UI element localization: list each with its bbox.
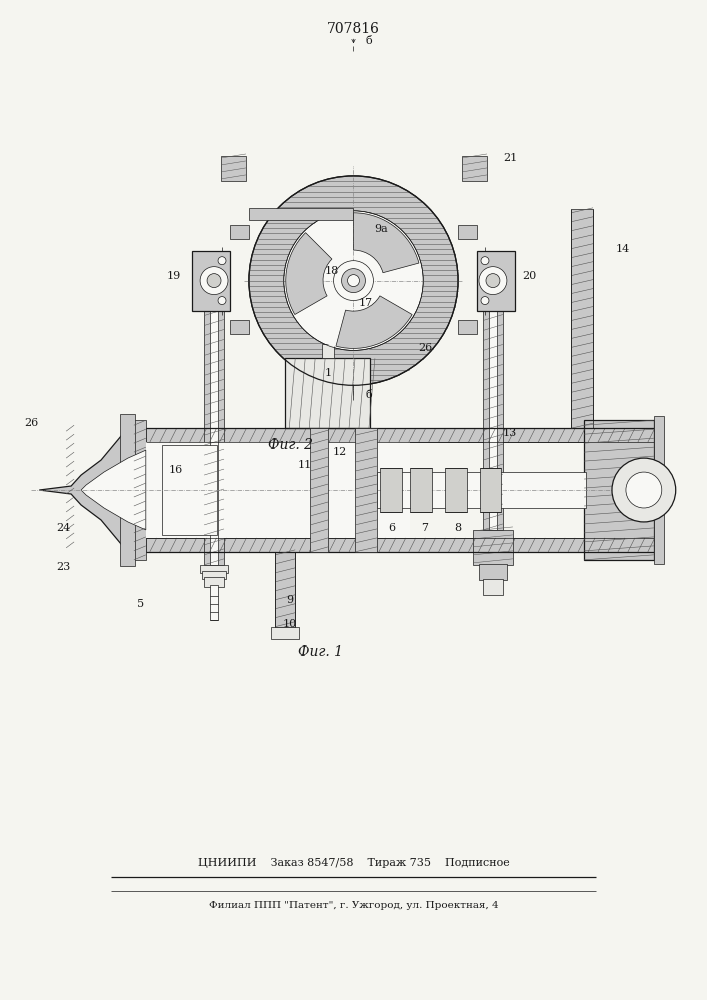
Text: б: б <box>366 36 372 46</box>
Bar <box>285 358 370 428</box>
Bar <box>204 311 224 565</box>
Bar <box>162 445 216 535</box>
Text: Филиал ППП "Патент", г. Ужгород, ул. Проектная, 4: Филиал ППП "Патент", г. Ужгород, ул. Про… <box>209 901 498 910</box>
Circle shape <box>486 274 500 288</box>
Circle shape <box>218 257 226 265</box>
Bar <box>210 311 218 565</box>
Bar <box>322 344 334 358</box>
Text: 6: 6 <box>388 523 395 533</box>
Bar <box>192 251 230 311</box>
Bar <box>377 472 586 508</box>
Wedge shape <box>336 296 412 348</box>
Bar <box>458 320 477 334</box>
Text: 13: 13 <box>502 428 517 438</box>
Wedge shape <box>286 233 332 315</box>
Circle shape <box>626 472 662 508</box>
Bar <box>146 538 654 552</box>
Text: б: б <box>366 390 372 400</box>
Bar <box>489 311 497 530</box>
Bar <box>275 552 296 627</box>
Text: 26: 26 <box>24 418 38 428</box>
Circle shape <box>285 212 422 349</box>
Text: 7: 7 <box>421 523 428 533</box>
Text: 8: 8 <box>454 523 461 533</box>
Bar <box>355 428 377 552</box>
Circle shape <box>341 269 366 293</box>
Bar <box>477 251 515 311</box>
Text: 17: 17 <box>358 298 373 308</box>
Text: 12: 12 <box>333 447 347 457</box>
Text: Фиг. 2: Фиг. 2 <box>268 438 312 452</box>
Circle shape <box>249 176 458 385</box>
Text: 1: 1 <box>325 368 332 378</box>
Text: 19: 19 <box>167 271 181 281</box>
Bar <box>230 320 249 334</box>
Bar <box>458 225 477 239</box>
Circle shape <box>612 458 676 522</box>
Polygon shape <box>81 450 146 530</box>
Bar <box>584 420 654 560</box>
Circle shape <box>348 275 359 287</box>
Text: 9а: 9а <box>375 224 388 234</box>
Text: 23: 23 <box>56 562 70 572</box>
Bar <box>230 225 249 239</box>
Bar <box>445 468 467 512</box>
Bar <box>271 627 299 639</box>
Text: 20: 20 <box>522 271 537 281</box>
Circle shape <box>481 297 489 305</box>
Text: 16: 16 <box>169 465 183 475</box>
Bar <box>654 416 664 564</box>
Bar <box>479 564 507 580</box>
Bar <box>310 428 328 552</box>
Bar <box>410 468 432 512</box>
Circle shape <box>200 267 228 295</box>
Bar <box>202 571 226 579</box>
Text: 14: 14 <box>616 244 630 254</box>
Circle shape <box>481 257 489 265</box>
Bar <box>146 428 654 442</box>
Text: 10: 10 <box>283 619 298 629</box>
Bar <box>210 585 218 620</box>
Bar <box>221 156 246 181</box>
Bar <box>479 468 501 512</box>
Circle shape <box>479 267 507 295</box>
Bar <box>134 420 146 560</box>
Circle shape <box>207 274 221 288</box>
Bar <box>204 577 224 587</box>
Circle shape <box>284 211 423 350</box>
Text: 21: 21 <box>503 153 517 163</box>
Bar <box>200 565 228 573</box>
Bar <box>571 209 593 428</box>
Circle shape <box>218 297 226 305</box>
Text: 5: 5 <box>137 599 144 609</box>
Text: 9: 9 <box>286 595 294 605</box>
Text: 11: 11 <box>298 460 312 470</box>
Bar <box>380 468 402 512</box>
Text: 26: 26 <box>418 343 433 353</box>
Bar <box>249 208 354 220</box>
Text: Фиг. 1: Фиг. 1 <box>298 645 343 659</box>
Bar <box>462 156 487 181</box>
Text: 24: 24 <box>56 523 70 533</box>
Text: 18: 18 <box>325 266 339 276</box>
Wedge shape <box>354 213 419 273</box>
Text: 707816: 707816 <box>327 22 380 36</box>
Text: ЦНИИПИ    Заказ 8547/58    Тираж 735    Подписное: ЦНИИПИ Заказ 8547/58 Тираж 735 Подписное <box>198 858 509 868</box>
Bar <box>120 414 135 566</box>
Circle shape <box>334 261 373 301</box>
Bar <box>473 530 513 565</box>
Bar <box>483 311 503 530</box>
Polygon shape <box>40 428 146 552</box>
Bar <box>146 442 410 538</box>
Bar <box>483 579 503 595</box>
